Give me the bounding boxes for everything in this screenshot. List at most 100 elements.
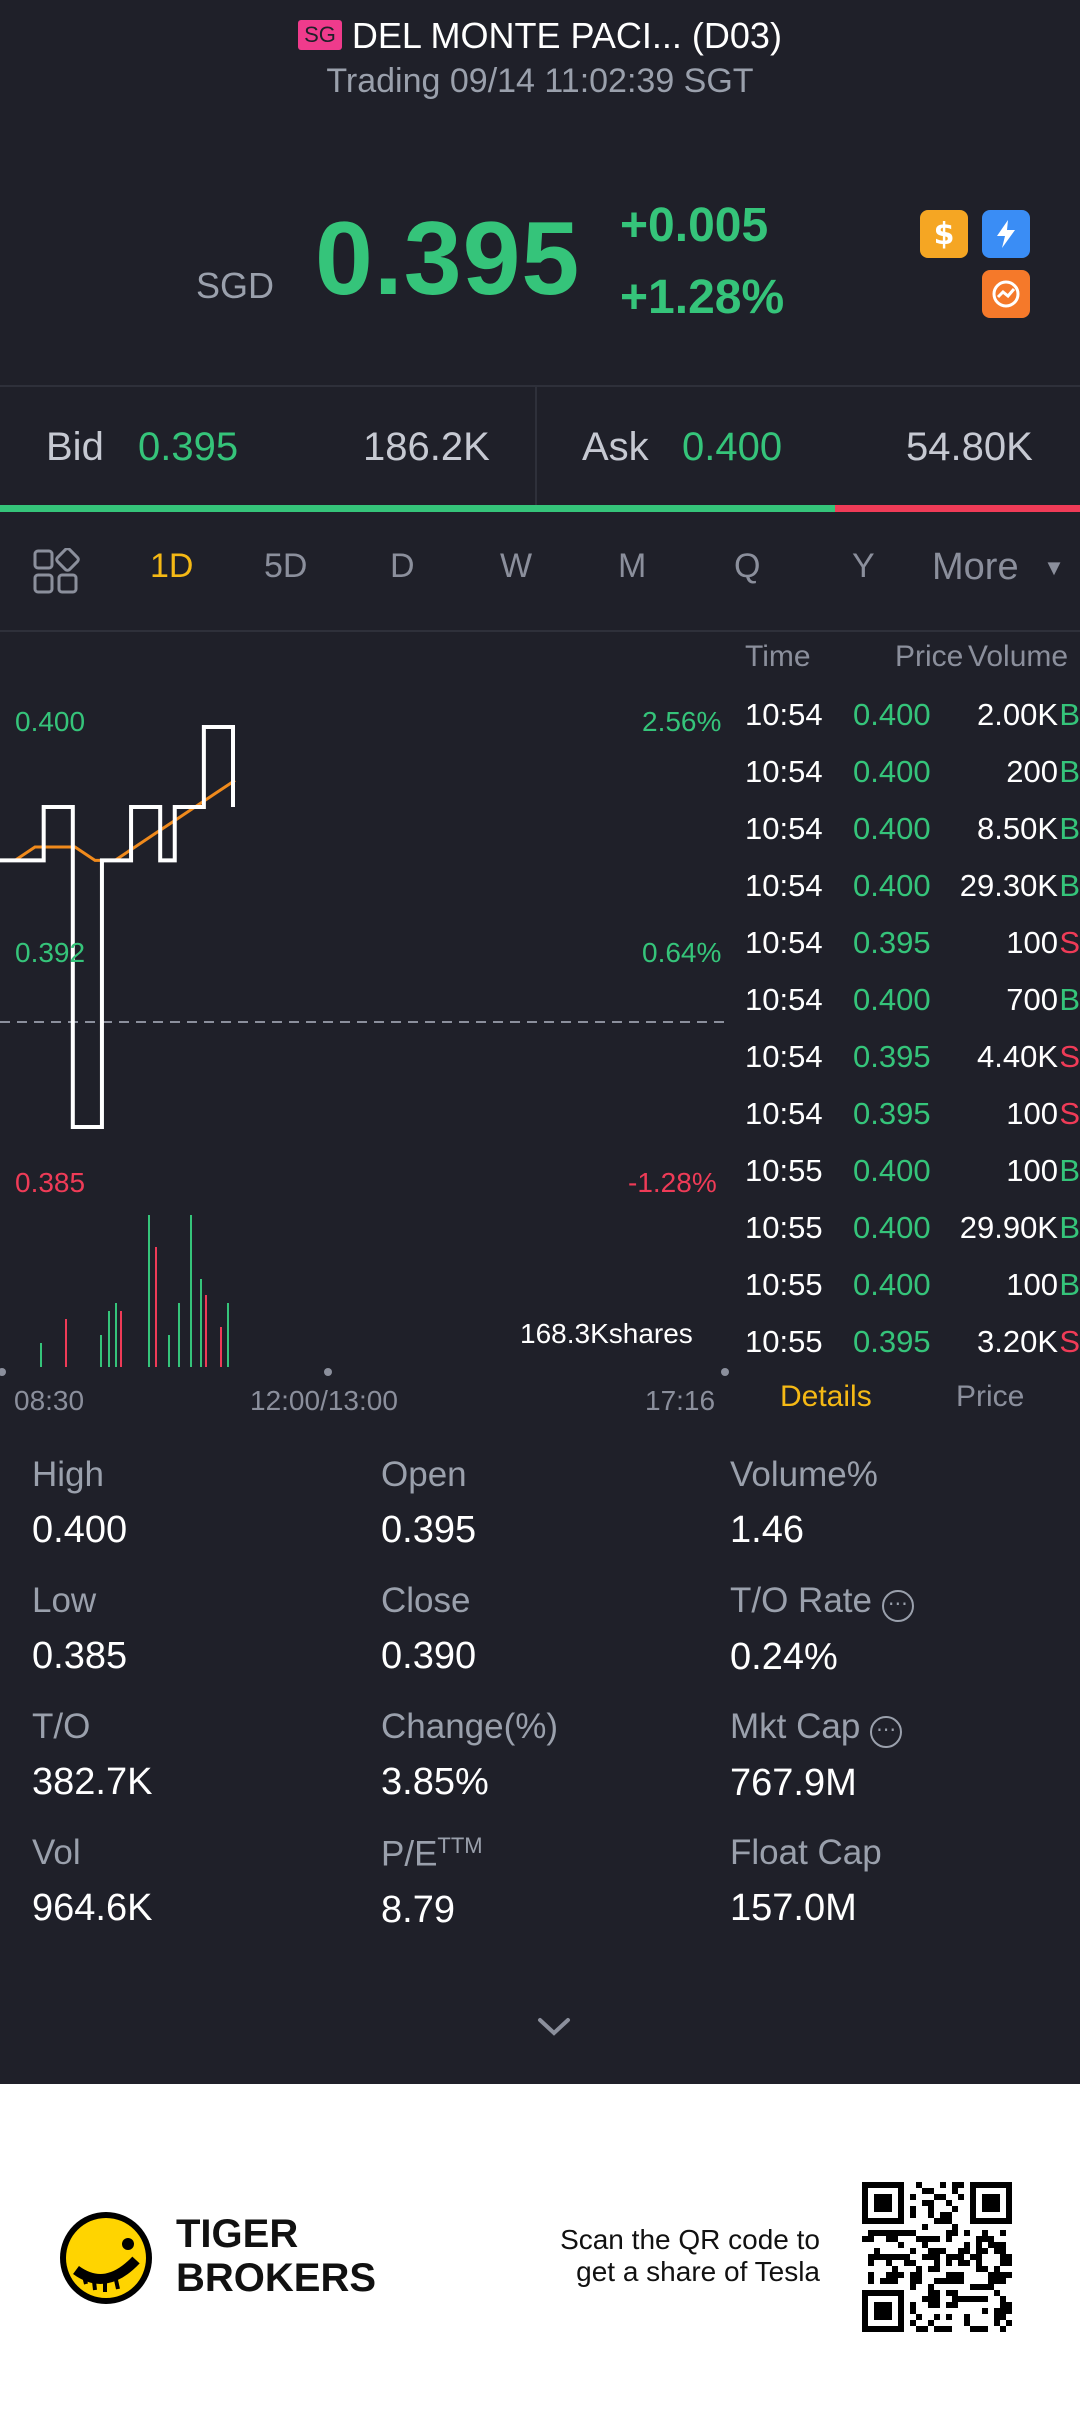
trade-side: S (1059, 1039, 1080, 1074)
trade-time: 10:54 (745, 1039, 823, 1074)
stat-value: 8.79 (381, 1888, 455, 1931)
intraday-chart[interactable] (0, 632, 735, 1392)
trade-row: 10:54 0.395 100 S (745, 1096, 1080, 1153)
trade-row: 10:54 0.395 100 S (745, 925, 1080, 982)
stat-value: 382.7K (32, 1761, 153, 1803)
tab-more-label: More (932, 546, 1019, 588)
flash-icon[interactable] (982, 210, 1030, 258)
tab-more[interactable]: More ▼ (932, 546, 1065, 589)
trade-side: S (1059, 1096, 1080, 1131)
tab-y[interactable]: Y (852, 547, 875, 585)
trade-side: S (1059, 1324, 1080, 1359)
tab-w[interactable]: W (500, 547, 533, 585)
stat-item[interactable]: Mkt Cap ⋯ 767.9M (730, 1707, 903, 1805)
trade-time: 10:54 (745, 982, 823, 1017)
average-price-line (14, 779, 236, 862)
trade-row: 10:54 0.395 4.40K S (745, 1039, 1080, 1096)
trade-time: 10:55 (745, 1210, 823, 1245)
brand-name: TIGER BROKERS (176, 2212, 376, 2300)
trades-header-volume: Volume (968, 640, 1069, 673)
trade-volume: 2.00K (976, 697, 1058, 732)
stat-value: 0.395 (381, 1509, 477, 1551)
trade-volume: 3.20K (976, 1324, 1058, 1359)
trade-time: 10:54 (745, 811, 823, 846)
stat-item: Volume% 1.46 (730, 1455, 878, 1552)
stat-value: 767.9M (730, 1762, 857, 1804)
y-axis-label-high: 0.400 (15, 706, 86, 737)
trade-time: 10:54 (745, 754, 823, 789)
stat-value: 964.6K (32, 1887, 153, 1929)
trade-time: 10:54 (745, 1096, 823, 1131)
volume-bar-buy (100, 1335, 102, 1367)
trade-row: 10:55 0.400 29.90K B (745, 1210, 1080, 1267)
trade-volume: 100 (1006, 1267, 1058, 1302)
trade-row: 10:54 0.400 200 B (745, 754, 1080, 811)
stat-item: High 0.400 (32, 1455, 127, 1552)
volume-bar-sell (65, 1319, 67, 1367)
price-line (0, 725, 235, 1129)
tab-d[interactable]: D (390, 547, 415, 585)
trade-time: 10:54 (745, 697, 823, 732)
tab-q[interactable]: Q (734, 547, 761, 585)
trade-price: 0.395 (853, 1096, 931, 1131)
bid-quantity: 186.2K (363, 425, 490, 469)
trade-side: B (1059, 754, 1080, 789)
trade-price: 0.400 (853, 1267, 931, 1302)
x-tick-lunch: 12:00/13:00 (250, 1385, 398, 1416)
stat-value: 0.390 (381, 1635, 477, 1677)
volume-bar-sell (155, 1247, 157, 1367)
price-change-pct: +1.28% (620, 271, 785, 324)
trade-row: 10:54 0.400 700 B (745, 982, 1080, 1039)
divider (0, 630, 1080, 632)
volume-bars (40, 1215, 229, 1367)
volume-bar-buy (227, 1303, 229, 1367)
stock-title-row[interactable]: SG DEL MONTE PACI... (D03) (0, 14, 1080, 58)
volume-bar-buy (200, 1279, 202, 1367)
info-icon[interactable]: ⋯ (881, 1590, 914, 1622)
svg-text:$: $ (934, 217, 955, 251)
stat-label: Mkt Cap ⋯ (730, 1707, 903, 1748)
divider (535, 387, 537, 505)
tab-m[interactable]: M (618, 547, 647, 585)
footer-banner: TIGER BROKERS Scan the QR code to get a … (0, 2084, 1080, 2429)
bid-price[interactable]: 0.395 (138, 425, 239, 469)
y-axis-pct-low: -1.28% (628, 1167, 717, 1198)
trade-price: 0.400 (853, 1153, 931, 1188)
tab-1d[interactable]: 1D (150, 547, 194, 585)
info-icon[interactable]: ⋯ (870, 1716, 903, 1748)
trade-side: B (1059, 1210, 1080, 1245)
axis-dot (324, 1368, 332, 1376)
stat-label: Volume% (730, 1455, 878, 1494)
volume-bar-sell (205, 1295, 207, 1367)
bid-ratio-fill (0, 505, 835, 512)
y-axis-pct-high: 2.56% (642, 706, 722, 737)
stat-value: 157.0M (730, 1887, 857, 1929)
stats-grid: High 0.400 Open 0.395 Volume% 1.46 Low 0.385 Clo… (0, 1455, 1080, 1965)
tab-price[interactable]: Price (956, 1380, 1025, 1413)
ask-price[interactable]: 0.400 (682, 425, 783, 469)
volume-bar-buy (115, 1303, 117, 1367)
promo-line-1: Scan the QR code to (560, 2224, 820, 2255)
dollar-icon[interactable]: $ (920, 210, 968, 258)
axis-dot (721, 1368, 729, 1376)
trade-row: 10:55 0.400 100 B (745, 1267, 1080, 1324)
trade-price: 0.400 (853, 754, 931, 789)
tab-5d[interactable]: 5D (264, 547, 308, 585)
tab-details[interactable]: Details (780, 1380, 872, 1413)
expand-chevron-icon[interactable] (534, 2014, 574, 2045)
layout-grid-icon[interactable] (32, 547, 80, 601)
currency-label: SGD (196, 265, 275, 306)
ask-quantity: 54.80K (906, 425, 1033, 469)
trades-header-time: Time (745, 640, 811, 673)
stat-label: Float Cap (730, 1833, 882, 1872)
chart-cycle-icon[interactable] (982, 270, 1030, 318)
bid-ask-ratio-bar (0, 505, 1080, 512)
volume-bar-buy (190, 1215, 192, 1367)
qr-code[interactable] (862, 2182, 1012, 2332)
promo-text: Scan the QR code to get a share of Tesla (540, 2224, 820, 2288)
chevron-down-icon: ▼ (1043, 555, 1065, 580)
stat-item[interactable]: T/O Rate ⋯ 0.24% (730, 1581, 914, 1679)
volume-bar-buy (40, 1343, 42, 1367)
promo-line-2: get a share of Tesla (576, 2256, 820, 2287)
trade-side: B (1059, 1153, 1080, 1188)
